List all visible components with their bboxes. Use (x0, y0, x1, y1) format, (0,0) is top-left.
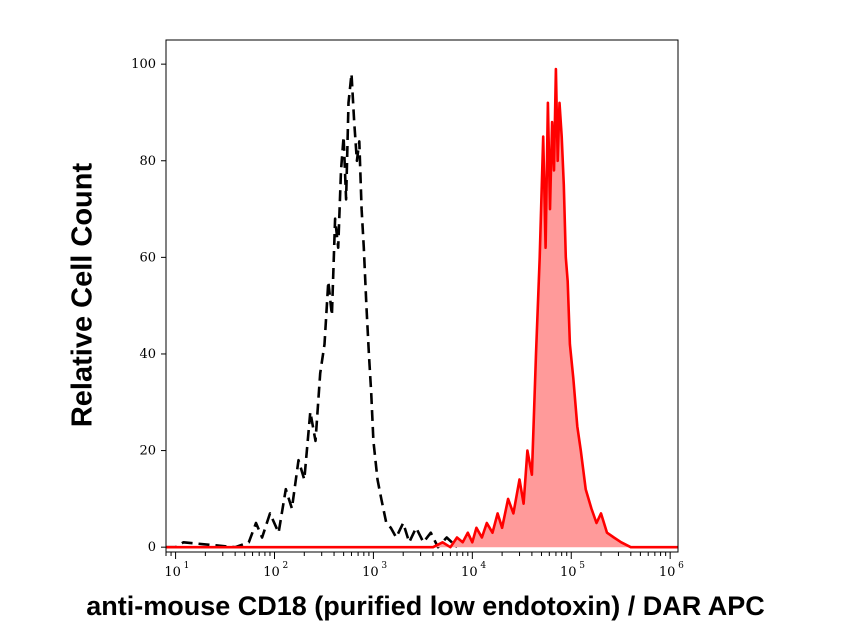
series-1-line (166, 72, 458, 549)
x-tick-exponent: 5 (579, 561, 585, 571)
x-tick-exponent: 6 (678, 561, 684, 571)
x-tick-exponent: 1 (184, 561, 190, 571)
series-2-line (166, 67, 678, 549)
x-tick-label: 10 (461, 565, 478, 580)
y-tick-label: 40 (139, 347, 156, 362)
y-tick-label: 0 (148, 540, 156, 555)
plot-frame (165, 39, 679, 553)
y-axis-label: Relative Cell Count (66, 162, 99, 428)
x-tick-label: 10 (263, 565, 280, 580)
series-2-fill (166, 69, 678, 548)
x-tick-label: 10 (362, 565, 379, 580)
y-tick-label: 60 (139, 250, 156, 265)
y-tick-label: 100 (131, 57, 156, 72)
x-tick-label: 10 (659, 565, 676, 580)
x-tick-label: 10 (560, 565, 577, 580)
y-tick-label: 20 (139, 444, 156, 459)
x-tick-label: 10 (164, 565, 181, 580)
x-tick-exponent: 3 (381, 561, 387, 571)
x-axis-label: anti-mouse CD18 (purified low endotoxin)… (86, 591, 765, 621)
x-tick-exponent: 2 (283, 561, 289, 571)
y-tick-label: 80 (139, 154, 156, 169)
x-tick-exponent: 4 (480, 561, 486, 571)
